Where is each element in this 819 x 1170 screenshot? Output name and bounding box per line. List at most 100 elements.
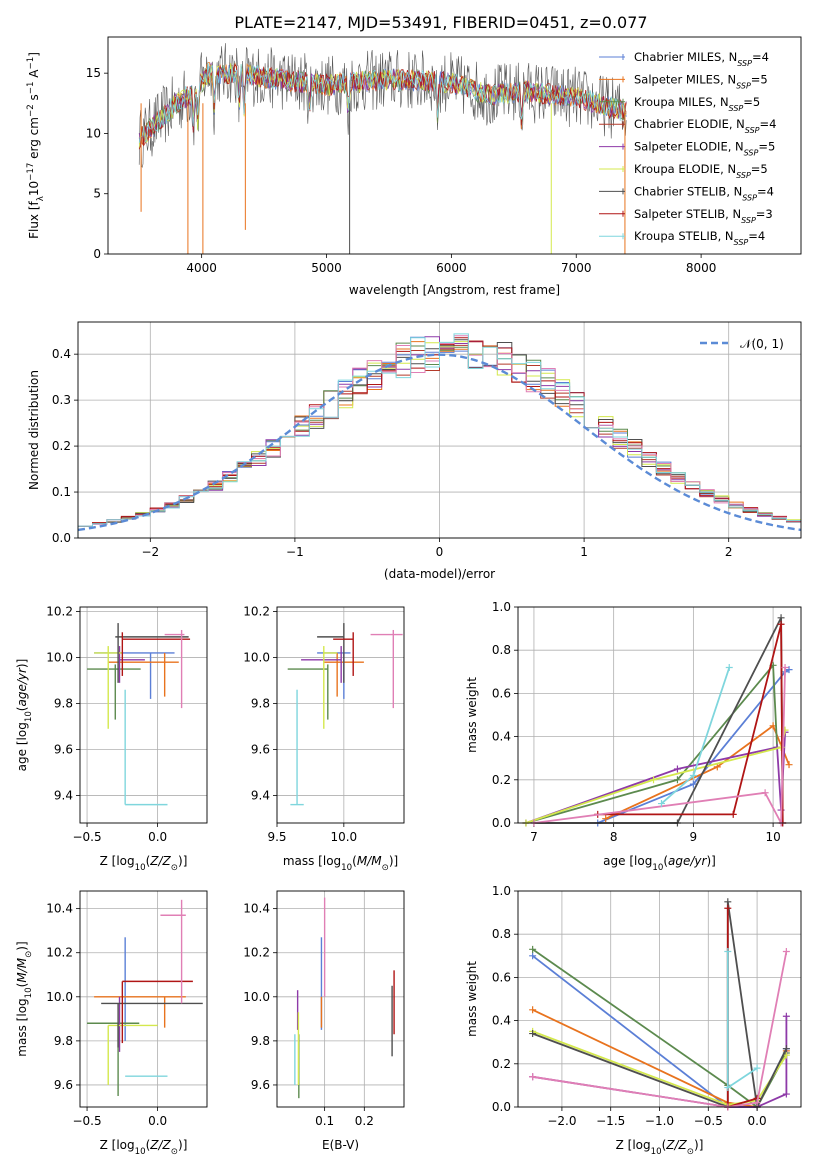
- y-tick-label: 9.6: [54, 742, 73, 756]
- weight-marker: [724, 904, 732, 912]
- weight-marker: [782, 1090, 790, 1098]
- x-tick-label: −1: [286, 545, 304, 559]
- weight-marker: [529, 1073, 537, 1081]
- x-tick-label: 7000: [561, 261, 592, 275]
- y-tick-label: 0.1: [52, 485, 71, 499]
- y-tick-label: 10.2: [46, 605, 73, 619]
- weight-marker: [529, 952, 537, 960]
- x-tick-label: −2: [141, 545, 159, 559]
- x-tick-label: 9: [690, 830, 698, 844]
- weight-line: [533, 667, 786, 827]
- x-axis-label: Z [log10(Z/Z⊙)]: [616, 1138, 704, 1157]
- normal-curve: [77, 353, 802, 532]
- legend-entry: Salpeter MILES, NSSP=5: [634, 72, 768, 90]
- spectrum-line: [138, 63, 627, 150]
- legend-entry: Salpeter STELIB, NSSP=3: [634, 207, 773, 225]
- legend-entry: Kroupa MILES, NSSP=5: [634, 95, 760, 113]
- weight-marker: [724, 1084, 732, 1092]
- y-tick-label: 10.2: [243, 605, 270, 619]
- y-axis-label: Normed distribution: [27, 370, 41, 490]
- legend-entry: Chabrier ELODIE, NSSP=4: [634, 117, 776, 135]
- y-tick-label: 0: [93, 247, 101, 261]
- weight-marker: [657, 800, 665, 808]
- legend-entry: Chabrier STELIB, NSSP=4: [634, 184, 774, 202]
- y-tick-label: 9.6: [54, 1078, 73, 1092]
- legend-entry: Kroupa ELODIE, NSSP=5: [634, 162, 768, 180]
- axes-frame: [517, 606, 802, 824]
- weight-marker: [782, 947, 790, 955]
- y-tick-label: 0.2: [492, 1057, 511, 1071]
- x-tick-label: −0.5: [72, 830, 101, 844]
- y-tick-label: 10.0: [243, 990, 270, 1004]
- axes-frame: [276, 890, 405, 1108]
- weight-line: [605, 724, 790, 820]
- y-tick-label: 9.6: [251, 742, 270, 756]
- spectrum-line: [138, 43, 627, 168]
- x-tick-label: 7: [530, 830, 538, 844]
- y-tick-label: 9.6: [251, 1078, 270, 1092]
- weight-marker: [777, 614, 785, 622]
- axes-frame: [517, 890, 802, 1108]
- y-tick-label: 1.0: [492, 884, 511, 898]
- figure-title: PLATE=2147, MJD=53491, FIBERID=0451, z=0…: [234, 13, 647, 32]
- y-tick-label: 10.0: [46, 651, 73, 665]
- weight-marker: [602, 815, 610, 823]
- x-tick-label: 0.0: [148, 1114, 167, 1128]
- x-axis-label: wavelength [Angstrom, rest frame]: [349, 283, 560, 297]
- weight-marker: [689, 780, 697, 788]
- y-tick-label: 0.4: [492, 730, 511, 744]
- y-tick-label: 9.8: [54, 697, 73, 711]
- y-tick-label: 10.2: [46, 946, 73, 960]
- y-tick-label: 10.0: [46, 990, 73, 1004]
- x-tick-label: 10: [765, 830, 780, 844]
- x-tick-label: −0.5: [72, 1114, 101, 1128]
- axes-frame: [79, 606, 208, 824]
- y-tick-label: 0.6: [492, 686, 511, 700]
- y-tick-label: 0.3: [52, 393, 71, 407]
- x-tick-label: 4000: [186, 261, 217, 275]
- y-tick-label: 0.0: [52, 531, 71, 545]
- weight-line: [660, 667, 731, 805]
- weight-marker: [785, 761, 793, 769]
- legend-entry: 𝒩(0, 1): [740, 337, 784, 351]
- y-axis-label: mass [log10(M/M⊙)]: [15, 941, 34, 1056]
- y-tick-label: 0.4: [52, 347, 71, 361]
- y-tick-label: 9.4: [54, 788, 73, 802]
- y-tick-label: 9.8: [54, 1034, 73, 1048]
- weight-marker: [724, 898, 732, 906]
- x-axis-label: (data-model)/error: [384, 567, 495, 581]
- x-tick-label: 6000: [436, 261, 467, 275]
- x-tick-label: 5000: [311, 261, 342, 275]
- y-tick-label: 0.6: [492, 970, 511, 984]
- x-tick-label: 9.5: [267, 830, 286, 844]
- mass-weight-vs-age-panel: 7 8 9 10 0.0 0.2 0.4 0.6 0.8 1.0 age [log10(age/yr…: [465, 600, 802, 873]
- y-tick-label: 9.8: [251, 1034, 270, 1048]
- y-tick-label: 9.4: [251, 788, 270, 802]
- y-axis-label: age [log10(age/yr)]: [15, 659, 34, 772]
- weight-marker: [781, 663, 789, 671]
- weight-line: [597, 668, 790, 824]
- weight-marker: [729, 810, 737, 818]
- x-tick-label: 0.0: [748, 1114, 767, 1128]
- x-tick-label: 0: [436, 545, 444, 559]
- axes-frame: [77, 321, 802, 539]
- x-tick-label: 10.0: [330, 830, 357, 844]
- weight-line: [532, 948, 788, 1109]
- weight-marker: [753, 1099, 761, 1107]
- age-vs-metallicity-panel: −0.5 0.0 9.4 9.6 9.8 10.0 10.2 Z [log10(Z/Z⊙)] a…: [15, 605, 208, 873]
- weight-marker: [529, 945, 537, 953]
- spectrum-panel: 4000 5000 6000 7000 8000 0 5 10 15 wavelength [An…: [26, 36, 802, 297]
- y-tick-label: 5: [93, 187, 101, 201]
- y-tick-label: 9.8: [251, 697, 270, 711]
- weight-marker: [529, 1030, 537, 1038]
- x-tick-label: −1.5: [596, 1114, 625, 1128]
- weight-line: [597, 624, 784, 824]
- y-tick-label: 0.4: [492, 1014, 511, 1028]
- y-tick-label: 10.2: [243, 946, 270, 960]
- weight-marker: [761, 789, 769, 797]
- y-tick-label: 1.0: [492, 600, 511, 614]
- y-tick-label: 0.0: [492, 816, 511, 830]
- weight-marker: [782, 1012, 790, 1020]
- x-tick-label: 0.0: [148, 830, 167, 844]
